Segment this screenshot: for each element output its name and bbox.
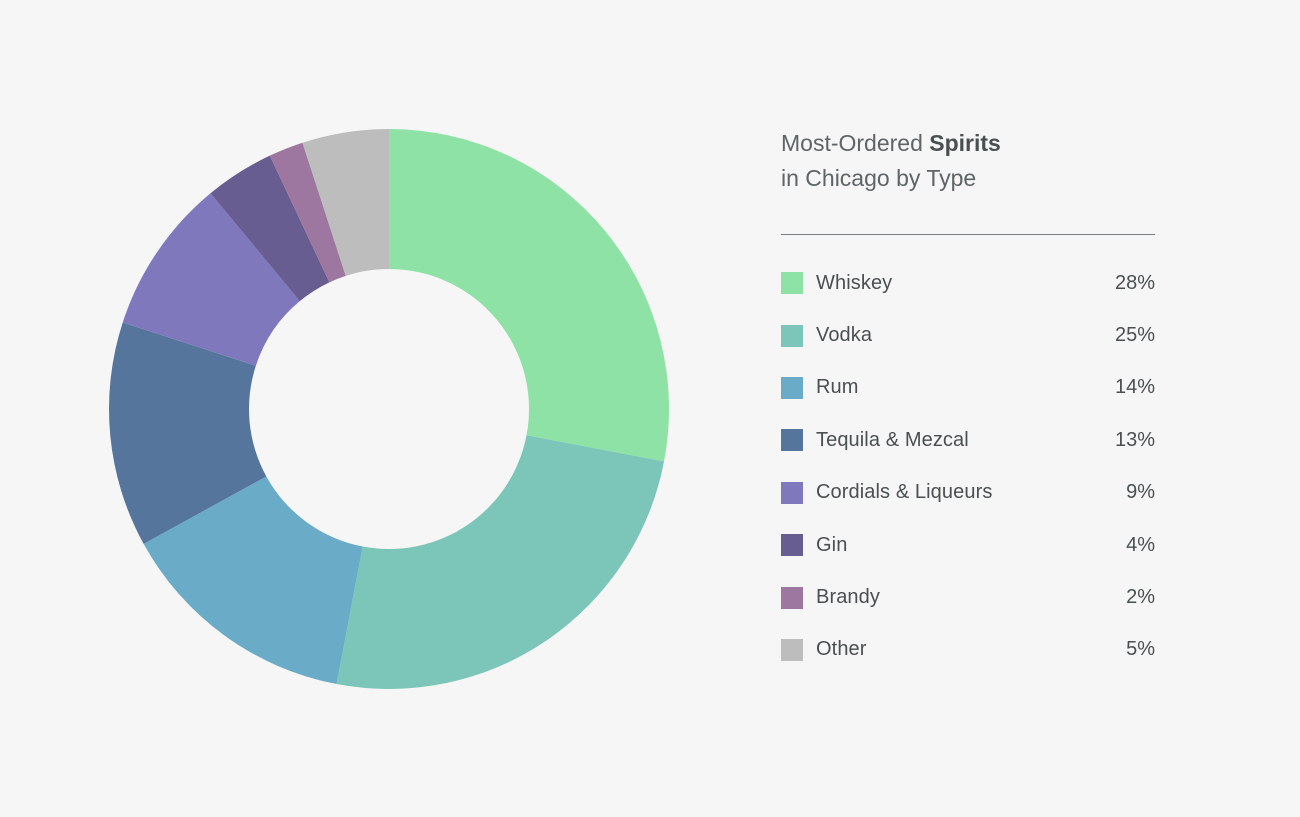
legend-label: Cordials & Liqueurs [816, 481, 993, 504]
slice-other [302, 129, 389, 276]
title-divider [781, 234, 1155, 235]
legend-item-other: Other 5% [781, 624, 1155, 676]
legend-value: 2% [1126, 586, 1155, 609]
legend-item-gin: Gin 4% [781, 519, 1155, 571]
legend: Whiskey 28% Vodka 25% Rum 14% Tequila & Mezcal… [781, 257, 1155, 676]
legend-swatch [781, 272, 803, 295]
legend-swatch [781, 324, 803, 347]
legend-value: 28% [1114, 271, 1155, 294]
title-line-2: in Chicago by Type [781, 165, 977, 191]
slice-gin [210, 155, 330, 302]
legend-item-rum: Rum 14% [781, 362, 1155, 414]
legend-swatch [781, 429, 803, 452]
legend-label: Rum [816, 376, 859, 399]
slice-whiskey [389, 129, 669, 462]
legend-swatch [781, 534, 803, 557]
slice-rum [143, 476, 363, 685]
legend-label: Gin [816, 533, 848, 556]
legend-swatch [781, 376, 803, 399]
title-bold: Spirits [929, 130, 1001, 156]
legend-value: 9% [1126, 481, 1155, 504]
legend-label: Brandy [816, 586, 880, 609]
legend-swatch [781, 638, 803, 661]
title-prefix: Most-Ordered [781, 130, 930, 156]
slice-cordials-liqueurs [122, 193, 300, 366]
legend-panel: Most-Ordered Spirits in Chicago by Type … [781, 126, 1155, 676]
slice-brandy [269, 142, 346, 283]
legend-value: 13% [1114, 428, 1155, 451]
legend-item-whiskey: Whiskey 28% [781, 257, 1155, 309]
legend-item-vodka: Vodka 25% [781, 309, 1155, 361]
legend-value: 4% [1126, 533, 1155, 556]
legend-label: Whiskey [816, 271, 893, 294]
legend-value: 14% [1114, 376, 1155, 399]
legend-value: 5% [1126, 638, 1155, 661]
legend-value: 25% [1114, 324, 1155, 347]
chart-title: Most-Ordered Spirits in Chicago by Type [781, 126, 1155, 196]
legend-label: Other [816, 638, 867, 661]
slice-tequila-mezcal [109, 322, 267, 544]
legend-swatch [781, 481, 803, 504]
legend-item-brandy: Brandy 2% [781, 571, 1155, 623]
legend-label: Tequila & Mezcal [816, 428, 969, 451]
slice-vodka [336, 435, 665, 689]
legend-item-cordials-liqueurs: Cordials & Liqueurs 9% [781, 467, 1155, 519]
legend-label: Vodka [816, 324, 873, 347]
legend-item-tequila-mezcal: Tequila & Mezcal 13% [781, 414, 1155, 466]
legend-swatch [781, 586, 803, 609]
